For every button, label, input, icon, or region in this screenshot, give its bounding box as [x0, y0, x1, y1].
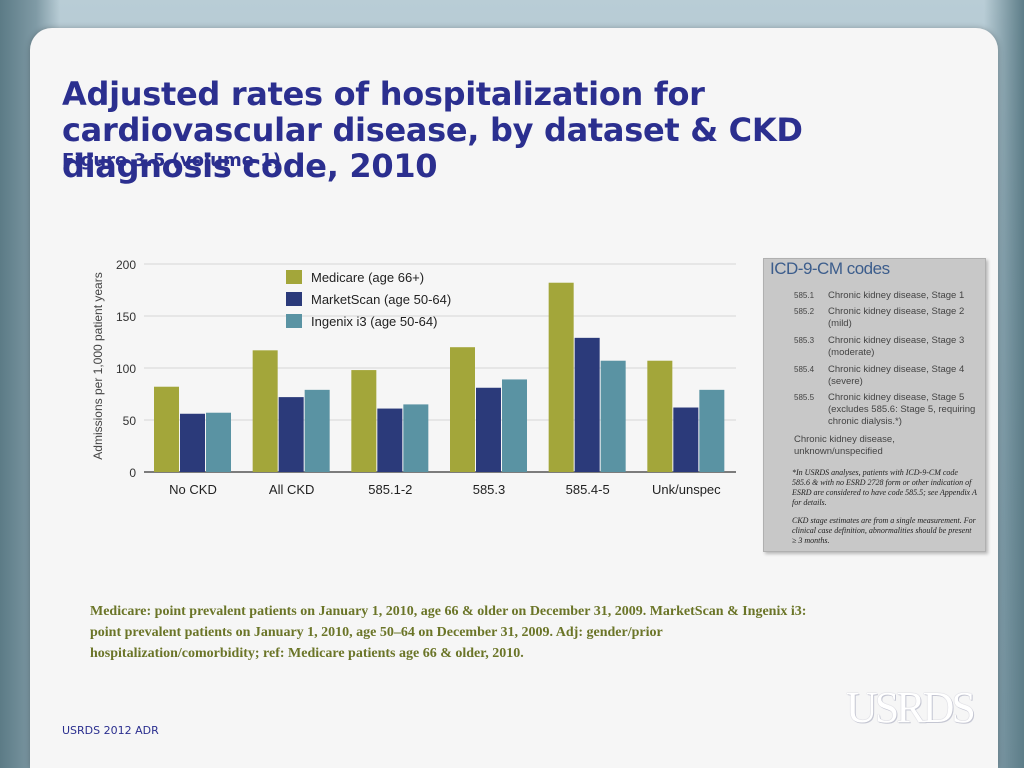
icd-stage-note: CKD stage estimates are from a single me… [792, 516, 976, 545]
bar [647, 360, 673, 472]
bar [154, 386, 179, 472]
bar [377, 408, 403, 472]
icd-code: 585.1 [794, 291, 815, 300]
icd-code: 585.2 [794, 307, 815, 316]
y-tick-label: 150 [116, 310, 136, 324]
icd-description: Chronic kidney disease, Stage 1 [828, 290, 965, 301]
bar [206, 412, 231, 472]
icd-description: Chronic kidney disease, Stage 3 (moderat… [828, 335, 965, 358]
icd-description: Chronic kidney disease, Stage 5 (exclude… [828, 392, 976, 427]
icd-codes-panel: ICD-9-CM codes 585.1 Chronic kidney dise… [763, 258, 986, 552]
y-tick-label: 200 [116, 258, 136, 272]
legend-swatch [286, 270, 302, 284]
legend-label: Ingenix i3 (age 50-64) [311, 314, 437, 329]
bar [180, 413, 205, 472]
x-tick-label: Unk/unspec [652, 482, 721, 497]
bar [574, 337, 600, 472]
y-axis-label: Admissions per 1,000 patient years [91, 272, 105, 459]
bar [502, 379, 527, 472]
slide-title: Adjusted rates of hospitalization for ca… [62, 75, 803, 185]
bar [252, 350, 278, 472]
y-tick-label: 50 [123, 414, 137, 428]
y-tick-label: 0 [129, 466, 136, 480]
icd-code: 585.4 [794, 365, 815, 374]
footer-source: USRDS 2012 ADR [62, 724, 159, 737]
legend-label: Medicare (age 66+) [311, 270, 424, 285]
bar [304, 389, 330, 472]
bar [351, 370, 377, 472]
icd-description: Chronic kidney disease, Stage 4 (severe) [828, 364, 965, 387]
bar [600, 360, 626, 472]
icd-unknown-row: Chronic kidney disease, unknown/unspecif… [794, 434, 895, 457]
bar [548, 282, 574, 472]
bar [673, 407, 699, 472]
legend-swatch [286, 314, 302, 328]
x-tick-label: 585.4-5 [566, 482, 610, 497]
icd-panel-title: ICD-9-CM codes [770, 259, 890, 278]
bar [278, 397, 304, 472]
x-tick-label: 585.1-2 [368, 482, 412, 497]
figure-caption: Medicare: point prevalent patients on Ja… [90, 604, 807, 661]
icd-code: 585.5 [794, 393, 815, 402]
bar [403, 404, 429, 472]
bar [476, 387, 501, 472]
icd-code: 585.3 [794, 336, 815, 345]
usrds-logo: USRDS [846, 683, 976, 732]
bar [450, 347, 475, 472]
legend-swatch [286, 292, 302, 306]
x-tick-label: No CKD [169, 482, 217, 497]
x-tick-label: All CKD [269, 482, 315, 497]
x-tick-label: 585.3 [473, 482, 506, 497]
legend-label: MarketScan (age 50-64) [311, 292, 451, 307]
y-tick-label: 100 [116, 362, 136, 376]
bar [699, 389, 725, 472]
icd-footnote: *In USRDS analyses, patients with ICD-9-… [792, 468, 977, 507]
bar-chart: 0 50 100 150 200 Admissions per 1,000 patient… [91, 258, 736, 497]
icd-description: Chronic kidney disease, Stage 2 (mild) [828, 306, 965, 329]
slide-subtitle: Figure 3.5 (volume 1) [62, 150, 281, 171]
